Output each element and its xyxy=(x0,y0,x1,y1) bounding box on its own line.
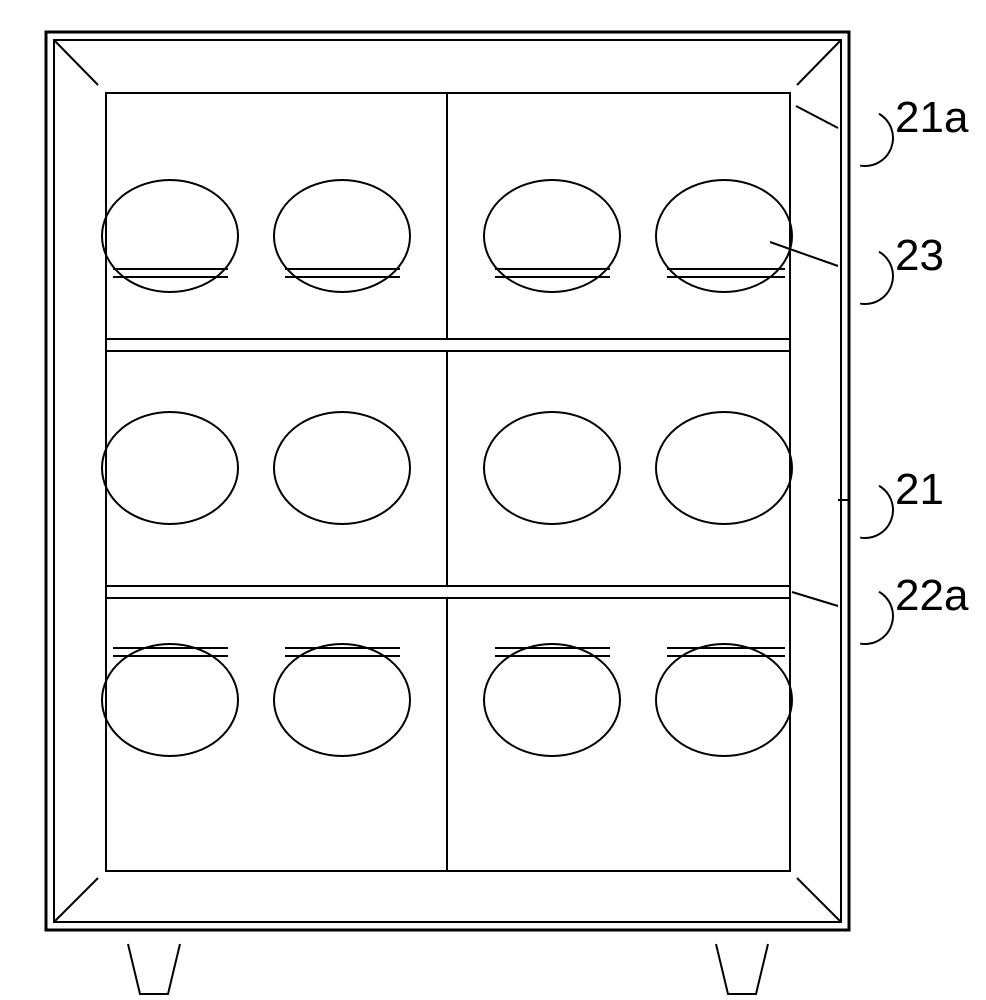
shelves xyxy=(106,93,790,871)
label-text-23: 23 xyxy=(895,231,944,280)
legs xyxy=(58,930,838,994)
label-21: 21 xyxy=(838,465,944,538)
label-text-21: 21 xyxy=(895,465,944,514)
label-text-22a: 22a xyxy=(895,571,969,620)
label-21a: 21a xyxy=(796,93,969,166)
callout-labels: 21a 23 21 22a xyxy=(770,93,969,644)
label-22a: 22a xyxy=(792,571,969,644)
label-23: 23 xyxy=(770,231,944,304)
label-text-21a: 21a xyxy=(895,93,969,142)
